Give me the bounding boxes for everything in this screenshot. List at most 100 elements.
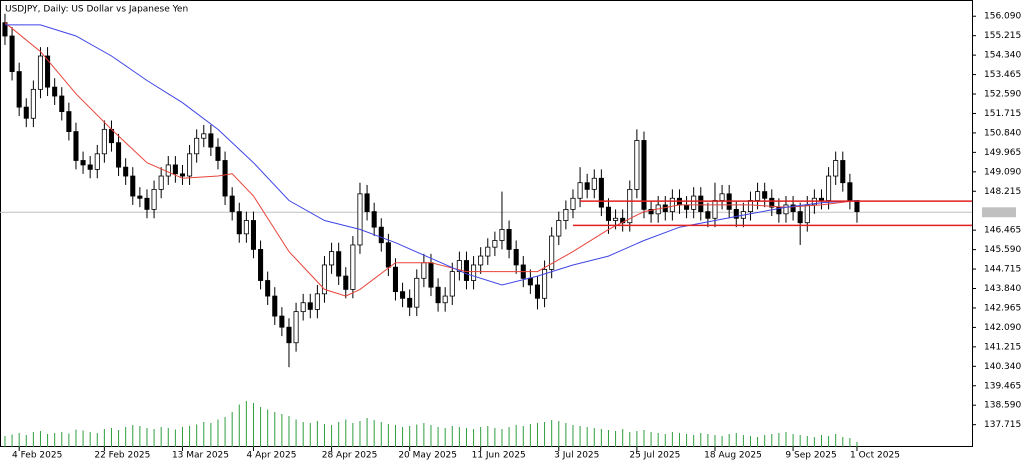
candle-body: [179, 173, 186, 177]
candle-body: [613, 217, 619, 221]
candle-body: [286, 326, 292, 344]
candle-body: [350, 244, 356, 290]
candle-body: [300, 302, 306, 313]
candle-body: [534, 284, 541, 299]
candle-body: [605, 206, 612, 221]
moving-average: [5, 24, 858, 286]
candle-body: [272, 295, 278, 317]
plot-frame: [0, 0, 973, 447]
y-tick-label: 149.090: [984, 167, 1021, 177]
candle-body: [428, 262, 434, 288]
candle-body: [293, 311, 299, 344]
candle-body: [854, 200, 860, 213]
y-tick-label: 148.215: [984, 187, 1021, 197]
candle-body: [321, 264, 328, 295]
candle-body: [279, 315, 285, 328]
candle-body: [201, 133, 207, 139]
candle-body: [818, 197, 825, 201]
candle-body: [66, 111, 72, 132]
candle-body: [712, 200, 718, 219]
candle-body: [2, 22, 8, 37]
candle-body: [116, 142, 122, 168]
x-tick-label: 18 Aug 2025: [704, 451, 762, 461]
candle-body: [123, 166, 129, 177]
y-tick-label: 140.340: [984, 362, 1021, 372]
candle-body: [208, 133, 214, 148]
candle-body: [187, 153, 193, 177]
candle-body: [556, 220, 562, 237]
candle-body: [151, 188, 157, 210]
candle-body: [485, 246, 491, 257]
candle-body: [641, 140, 647, 210]
candle-body: [314, 293, 320, 310]
candle-body: [194, 137, 200, 155]
candle-body: [684, 204, 690, 210]
y-tick-label: 155.215: [984, 31, 1021, 41]
candle-body: [23, 106, 29, 119]
candle-body: [400, 291, 406, 299]
candle-body: [52, 86, 58, 97]
candle-body: [627, 188, 633, 224]
candle-body: [30, 88, 36, 119]
candle-body: [527, 277, 533, 286]
candle-body: [336, 251, 342, 277]
candle-body: [783, 204, 789, 215]
x-tick-label: 28 Apr 2025: [322, 451, 378, 461]
candle-body: [769, 197, 775, 208]
y-tick-label: 150.840: [984, 128, 1021, 138]
candle-body: [847, 182, 853, 201]
y-tick-label: 141.215: [984, 342, 1021, 352]
x-tick-label: 3 Jul 2025: [554, 451, 599, 461]
y-tick-label: 138.590: [984, 401, 1021, 411]
candle-body: [549, 235, 555, 270]
candle-body: [506, 228, 512, 250]
candle-body: [87, 164, 93, 170]
candle-body: [215, 146, 221, 161]
y-tick-label: 143.840: [984, 284, 1021, 294]
candle-body: [719, 193, 725, 201]
candle-body: [563, 208, 569, 221]
x-tick-label: 11 Jun 2025: [472, 451, 526, 461]
y-tick-label: 144.715: [984, 265, 1021, 275]
price-tag: [982, 207, 1016, 218]
y-tick-label: 137.715: [984, 420, 1021, 430]
y-tick-label: 139.465: [984, 381, 1021, 391]
candle-body: [357, 193, 363, 246]
candle-body: [513, 248, 519, 266]
candle-body: [471, 264, 477, 281]
candle-body: [463, 260, 470, 281]
candle-body: [101, 128, 107, 155]
x-tick-label: 9 Sep 2025: [785, 451, 836, 461]
y-tick-label: 152.590: [984, 90, 1021, 100]
x-tick-label: 4 Apr 2025: [247, 451, 297, 461]
candle-body: [236, 211, 242, 235]
y-tick-label: 153.465: [984, 70, 1021, 80]
candle-body: [570, 197, 576, 210]
y-tick-label: 142.090: [984, 323, 1021, 333]
candle-body: [229, 195, 235, 213]
candle-body: [343, 275, 349, 290]
candle-body: [826, 175, 832, 201]
candle-body: [137, 195, 143, 199]
candle-body: [449, 271, 455, 297]
candle-body: [755, 191, 761, 201]
x-tick-label: 4 Feb 2025: [12, 451, 62, 461]
candle-body: [407, 297, 413, 308]
candle-body: [598, 177, 604, 208]
x-tick-label: 22 Feb 2025: [94, 451, 150, 461]
candle-body: [243, 220, 249, 235]
candle-body: [584, 182, 590, 190]
moving-average: [4, 22, 858, 297]
candle-body: [392, 266, 399, 293]
candle-body: [59, 95, 65, 112]
candle-body: [648, 208, 654, 215]
candle-body: [747, 200, 754, 213]
candle-body: [790, 204, 796, 213]
candle-body: [691, 195, 697, 210]
candle-body: [172, 164, 178, 175]
x-tick-label: 25 Jul 2025: [629, 451, 680, 461]
candle-body: [492, 240, 498, 248]
candle-body: [442, 295, 448, 304]
